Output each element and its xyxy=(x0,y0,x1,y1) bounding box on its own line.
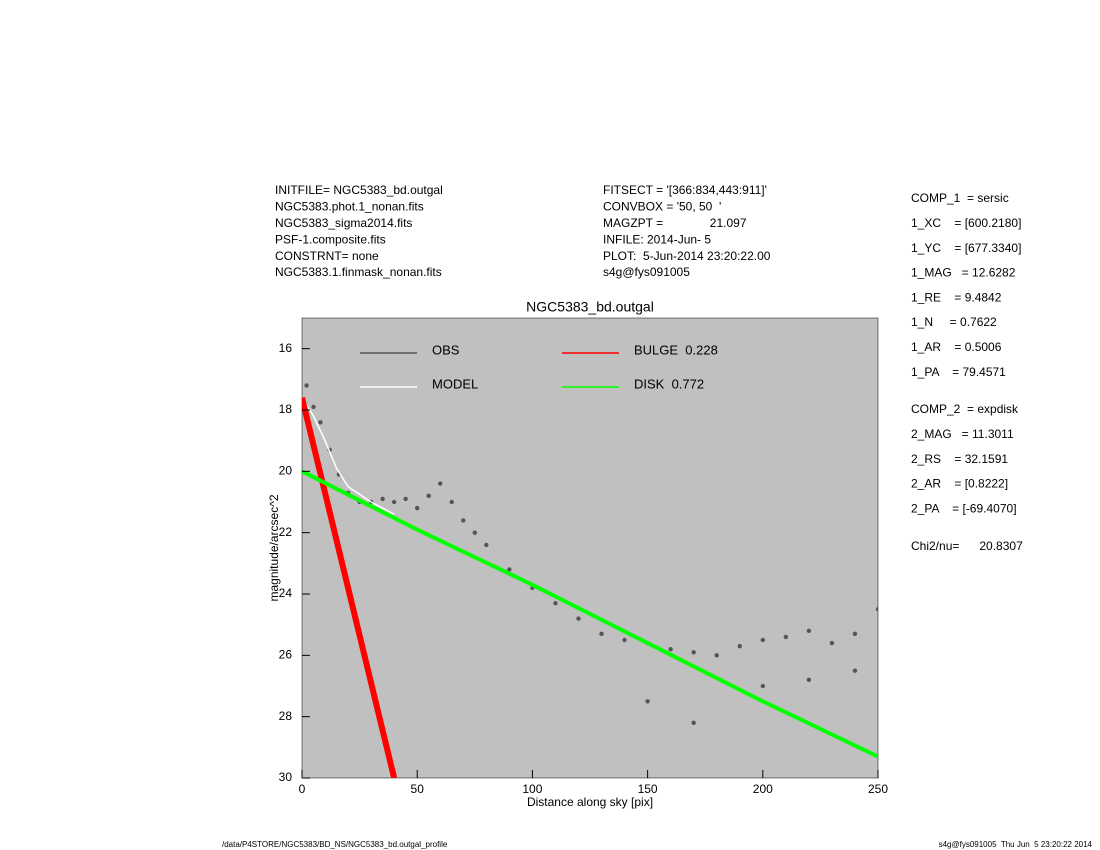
obs-point xyxy=(852,631,858,637)
fit-parameter: COMP_1 = sersic xyxy=(911,191,1009,205)
header-left-line: CONSTRNT= none xyxy=(275,249,379,263)
fit-parameter: 1_AR = 0.5006 xyxy=(911,340,1002,354)
y-tick-label: 20 xyxy=(279,464,293,478)
y-tick-label: 18 xyxy=(279,402,293,416)
header-left-line: NGC5383.phot.1_nonan.fits xyxy=(275,200,424,214)
obs-point xyxy=(875,607,878,612)
header-middle-line: INFILE: 2014-Jun- 5 xyxy=(603,232,711,246)
fit-parameter: 2_AR = [0.8222] xyxy=(911,477,1008,491)
fit-parameter: 1_MAG = 12.6282 xyxy=(911,266,1016,280)
obs-point xyxy=(304,383,309,388)
fit-parameter: 2_PA = [-69.4070] xyxy=(911,501,1017,515)
obs-point xyxy=(507,567,512,572)
fit-parameter: 1_XC = [600.2180] xyxy=(911,216,1021,230)
obs-point xyxy=(484,542,489,548)
obs-point xyxy=(737,643,742,649)
obs-point xyxy=(645,699,650,704)
header-middle-line: FITSECT = '[366:834,443:911]' xyxy=(603,183,767,197)
legend-label: DISK 0.772 xyxy=(634,376,704,391)
obs-point xyxy=(426,493,431,499)
x-tick-label: 100 xyxy=(522,782,542,796)
obs-point xyxy=(599,631,604,637)
profile-line xyxy=(302,397,395,515)
obs-point xyxy=(760,637,765,643)
obs-point xyxy=(714,653,719,658)
obs-point xyxy=(380,496,385,502)
y-tick-label: 30 xyxy=(279,770,293,784)
fit-parameter: Chi2/nu= 20.8307 xyxy=(911,539,1023,553)
fit-parameter: 1_N = 0.7622 xyxy=(911,315,997,329)
y-tick-label: 24 xyxy=(279,586,293,600)
y-tick-label: 22 xyxy=(279,525,293,539)
plot-area xyxy=(301,317,879,779)
legend-label: OBS xyxy=(432,342,460,357)
obs-point xyxy=(806,628,812,633)
profile-line xyxy=(302,469,878,759)
profile-line xyxy=(302,397,398,778)
obs-point xyxy=(760,683,765,689)
obs-point xyxy=(415,505,420,511)
obs-point xyxy=(449,499,454,505)
obs-point xyxy=(691,650,696,655)
header-left-line: NGC5383_sigma2014.fits xyxy=(275,216,412,230)
header-left-line: NGC5383.1.finmask_nonan.fits xyxy=(275,265,442,279)
x-axis-label: Distance along sky [pix] xyxy=(527,795,653,809)
x-tick-label: 50 xyxy=(411,782,425,796)
fit-parameter: 2_RS = 32.1591 xyxy=(911,452,1008,466)
obs-point xyxy=(691,720,696,725)
y-tick-label: 26 xyxy=(279,648,293,662)
obs-point xyxy=(318,420,323,425)
obs-point xyxy=(852,668,858,673)
legend-label: BULGE 0.228 xyxy=(634,342,718,357)
chart-title: NGC5383_bd.outgal xyxy=(526,299,654,315)
obs-point xyxy=(553,601,558,606)
obs-point xyxy=(461,518,466,523)
footer-stamp: s4g@fys091005 Thu Jun 5 23:20:22 2014 xyxy=(939,840,1093,849)
obs-point xyxy=(668,647,673,652)
fit-parameter: 1_YC = [677.3340] xyxy=(911,241,1021,255)
x-tick-label: 250 xyxy=(868,782,888,796)
obs-point xyxy=(783,634,789,640)
obs-point xyxy=(311,404,316,410)
plot-marks xyxy=(302,383,878,778)
y-tick-label: 16 xyxy=(279,341,293,355)
obs-point xyxy=(438,481,443,486)
obs-point xyxy=(622,637,627,643)
x-tick-label: 0 xyxy=(299,782,306,796)
fit-parameter: 1_RE = 9.4842 xyxy=(911,290,1002,304)
obs-point xyxy=(391,499,397,505)
fit-parameter: 1_PA = 79.4571 xyxy=(911,365,1006,379)
header-middle-line: MAGZPT = 21.097 xyxy=(603,216,747,230)
header-middle-line: PLOT: 5-Jun-2014 23:20:22.00 xyxy=(603,249,771,263)
footer-path: /data/P4STORE/NGC5383/BD_NS/NGC5383_bd.o… xyxy=(222,840,448,849)
x-tick-label: 150 xyxy=(638,782,658,796)
header-left-line: INITFILE= NGC5383_bd.outgal xyxy=(275,183,443,197)
legend-label: MODEL xyxy=(432,376,478,391)
obs-point xyxy=(472,530,477,535)
obs-point xyxy=(576,616,581,621)
obs-point xyxy=(829,640,835,646)
obs-point xyxy=(806,677,812,683)
fit-parameter: 2_MAG = 11.3011 xyxy=(911,427,1014,441)
header-left-line: PSF-1.composite.fits xyxy=(275,232,386,246)
obs-point xyxy=(403,496,408,502)
header-middle-line: s4g@fys091005 xyxy=(603,265,690,279)
y-tick-label: 28 xyxy=(279,709,293,723)
header-middle-line: CONVBOX = '50, 50 ' xyxy=(603,200,721,214)
fit-parameter: COMP_2 = expdisk xyxy=(911,402,1019,416)
y-axis-label: magnitude/arcsec^2 xyxy=(267,494,281,601)
x-tick-label: 200 xyxy=(753,782,773,796)
